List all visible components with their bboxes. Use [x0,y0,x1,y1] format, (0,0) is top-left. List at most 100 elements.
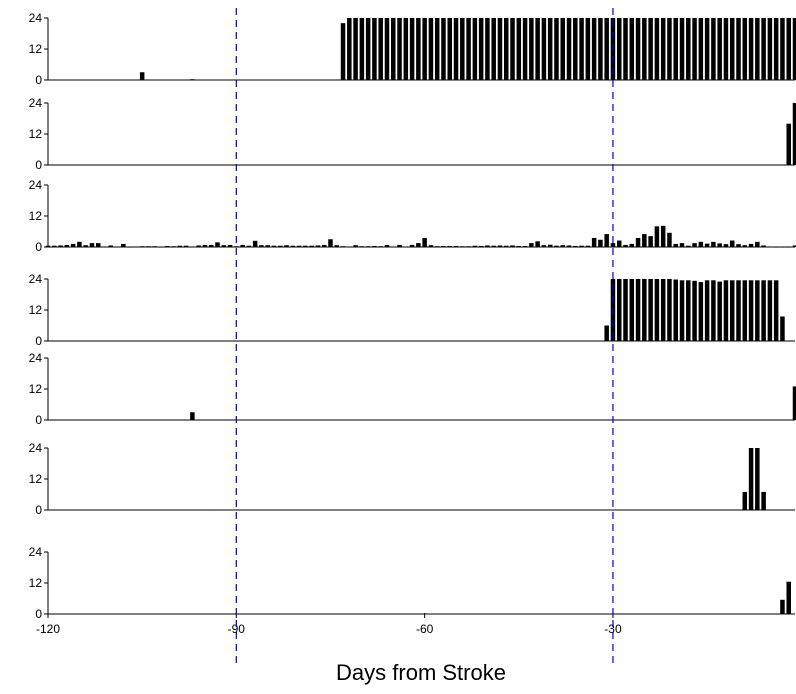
bar [485,18,490,80]
bar [171,246,176,248]
bar [566,18,572,80]
y-tick-label: 0 [35,334,42,348]
bar [761,18,766,80]
bar [535,18,540,80]
bar [560,245,565,247]
bar [635,279,641,341]
bar [660,279,666,341]
bar [566,245,572,247]
bar [77,241,82,247]
bar [585,245,591,247]
bar [711,18,716,80]
bar [64,244,70,247]
y-tick-label: 12 [29,382,43,396]
bar [755,241,760,247]
bar [660,18,666,80]
bar [736,244,741,247]
bar [196,245,201,247]
bar [434,246,440,248]
bar [604,18,609,80]
bar [497,245,503,247]
bar [616,279,622,341]
bar [466,18,471,80]
bar [485,245,490,247]
bar [529,18,534,80]
bar [761,280,766,341]
y-tick-label: 12 [29,576,43,590]
bar [139,72,145,80]
y-tick-label: 12 [29,127,43,141]
bar [723,18,729,80]
bar [522,18,528,80]
bar [686,18,691,80]
bar [441,18,446,80]
bar [208,509,214,511]
bar [642,234,647,247]
bar [598,239,603,247]
bar [334,245,340,247]
bar [95,243,101,247]
bar [579,18,584,80]
bar [152,246,157,248]
bar [397,244,402,247]
bar [133,246,139,248]
bar [190,246,195,248]
bar [755,448,760,510]
bar [767,280,773,341]
bar [729,240,735,247]
bar [353,18,358,80]
panel-4: 0 12 24 [29,272,795,348]
bar [278,245,283,247]
bar [403,246,409,248]
bar [246,245,252,247]
bar [447,245,452,247]
bar [45,245,51,247]
y-tick-label: 24 [29,545,43,559]
bar [516,18,522,80]
bar [755,18,760,80]
bar [416,243,421,247]
y-tick-label: 0 [35,413,42,427]
bar [503,245,509,247]
bar [290,245,296,247]
bar [704,243,710,247]
bar [83,245,88,247]
bar [271,245,277,247]
bar [146,246,151,248]
bar [378,18,383,80]
bar [573,245,578,247]
x-tick-label: -30 [604,622,622,636]
bar [780,18,785,80]
bar [491,245,496,247]
bar [265,245,270,247]
bar [673,279,678,341]
bar [409,18,415,80]
bar [780,316,785,341]
bar [742,18,748,80]
bar [428,18,434,80]
bar [434,18,440,80]
bar [296,245,302,247]
bar [491,18,496,80]
bar [679,280,685,341]
bar [227,244,233,247]
y-tick-label: 24 [29,272,43,286]
bar [692,280,697,341]
bar [453,245,459,247]
bar [372,18,377,80]
bar [591,18,597,80]
bar [642,279,647,341]
bar [541,245,547,247]
bar [70,243,76,247]
bar [692,18,697,80]
bar [610,243,616,247]
y-tick-label: 0 [35,503,42,517]
bar [717,281,722,341]
bar [177,245,183,247]
bar [648,236,653,247]
bar [315,245,321,247]
bar [190,412,195,420]
bar [616,18,622,80]
bar [403,18,409,80]
bar [767,246,773,248]
